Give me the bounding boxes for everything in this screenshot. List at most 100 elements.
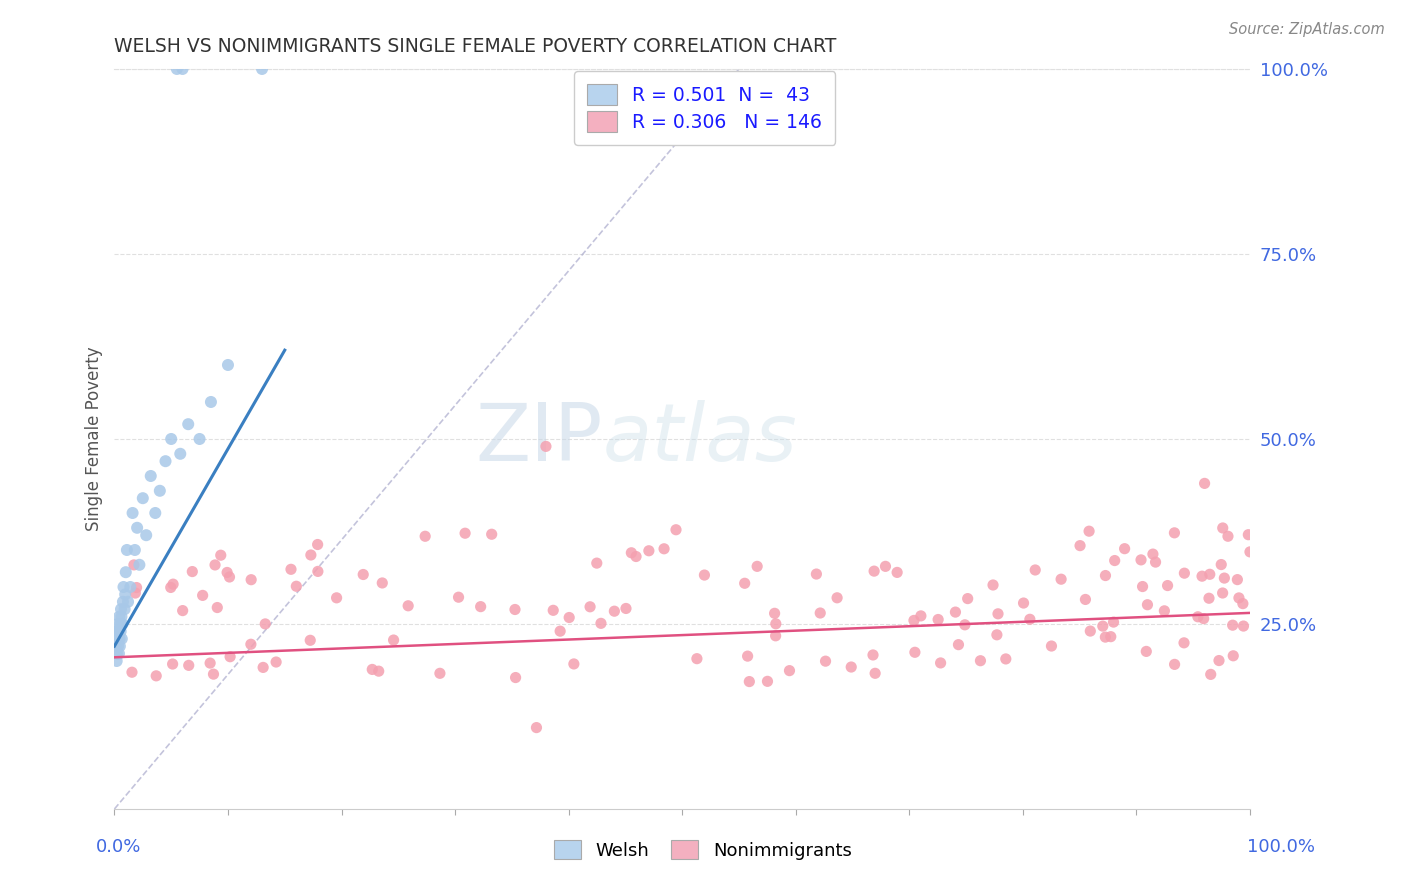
Point <box>994 652 1017 666</box>
Point <box>481 527 503 541</box>
Point <box>756 674 779 689</box>
Point <box>585 556 607 570</box>
Point <box>1222 618 1244 632</box>
Text: ZIP: ZIP <box>475 400 603 478</box>
Point <box>299 548 322 562</box>
Point <box>139 469 162 483</box>
Point <box>1018 612 1040 626</box>
Point <box>217 358 239 372</box>
Point <box>250 62 273 76</box>
Point <box>122 558 145 572</box>
Point <box>105 624 128 639</box>
Legend: R = 0.501  N =  43, R = 0.306   N = 146: R = 0.501 N = 43, R = 0.306 N = 146 <box>575 71 835 145</box>
Point <box>886 566 908 580</box>
Point <box>839 660 862 674</box>
Point <box>875 559 897 574</box>
Point <box>945 605 967 619</box>
Point <box>155 454 177 468</box>
Point <box>172 604 194 618</box>
Point <box>188 432 211 446</box>
Point <box>111 617 134 632</box>
Point <box>1192 612 1215 626</box>
Point <box>686 651 709 665</box>
Point <box>1187 609 1209 624</box>
Point <box>307 565 329 579</box>
Point <box>105 632 128 646</box>
Point <box>124 543 146 558</box>
Point <box>806 567 828 582</box>
Point <box>127 521 149 535</box>
Y-axis label: Single Female Poverty: Single Female Poverty <box>86 347 103 532</box>
Point <box>986 628 1008 642</box>
Point <box>534 439 557 453</box>
Point <box>1144 555 1167 569</box>
Point <box>747 559 769 574</box>
Point <box>603 604 626 618</box>
Point <box>505 671 527 685</box>
Point <box>111 632 134 646</box>
Point <box>280 562 302 576</box>
Point <box>665 523 688 537</box>
Point <box>1194 476 1216 491</box>
Point <box>953 617 976 632</box>
Point <box>1114 541 1136 556</box>
Point <box>470 599 492 614</box>
Legend: Welsh, Nonimmigrants: Welsh, Nonimmigrants <box>547 833 859 867</box>
Point <box>763 607 786 621</box>
Point <box>624 549 647 564</box>
Point <box>1040 639 1063 653</box>
Point <box>1136 598 1159 612</box>
Point <box>117 595 139 609</box>
Point <box>503 602 526 616</box>
Point <box>115 543 138 558</box>
Point <box>1173 566 1195 581</box>
Point <box>169 447 191 461</box>
Point <box>1173 636 1195 650</box>
Point <box>1078 524 1101 539</box>
Point <box>110 617 132 632</box>
Point <box>107 624 129 639</box>
Point <box>105 654 128 668</box>
Point <box>1050 572 1073 586</box>
Point <box>108 639 131 653</box>
Point <box>1094 630 1116 644</box>
Point <box>637 543 659 558</box>
Point <box>1130 553 1153 567</box>
Point <box>779 664 801 678</box>
Point <box>162 657 184 671</box>
Point <box>108 609 131 624</box>
Point <box>252 660 274 674</box>
Point <box>217 566 239 580</box>
Point <box>114 565 136 579</box>
Point <box>325 591 347 605</box>
Point <box>454 526 477 541</box>
Point <box>1232 597 1254 611</box>
Point <box>981 578 1004 592</box>
Point <box>1198 567 1220 582</box>
Point <box>1211 558 1233 572</box>
Point <box>239 637 262 651</box>
Point <box>693 568 716 582</box>
Point <box>910 608 932 623</box>
Point <box>1213 571 1236 585</box>
Point <box>620 546 643 560</box>
Point <box>558 610 581 624</box>
Point <box>198 656 221 670</box>
Point <box>956 591 979 606</box>
Point <box>200 395 222 409</box>
Point <box>166 62 188 76</box>
Text: atlas: atlas <box>603 400 797 478</box>
Point <box>1135 644 1157 658</box>
Point <box>548 624 571 639</box>
Point <box>107 617 129 632</box>
Point <box>927 613 949 627</box>
Point <box>110 602 132 616</box>
Point <box>125 581 148 595</box>
Point <box>114 602 136 616</box>
Point <box>1237 527 1260 541</box>
Point <box>132 491 155 506</box>
Point <box>124 586 146 600</box>
Point <box>734 576 756 591</box>
Point <box>382 633 405 648</box>
Point <box>738 674 761 689</box>
